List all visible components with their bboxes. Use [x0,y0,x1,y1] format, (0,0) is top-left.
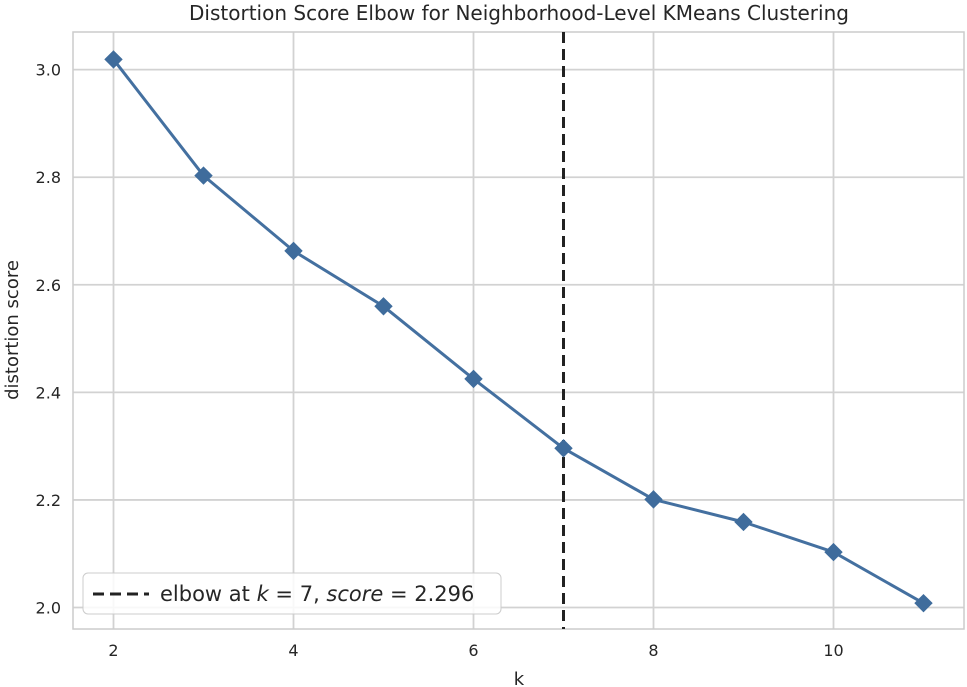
data-point-marker [644,490,663,509]
data-point-marker [464,369,483,389]
y-tick-label: 2.4 [36,383,61,402]
legend-label: elbow at k = 7, score = 2.296 [160,582,474,606]
y-tick-labels: 2.0 2.2 2.4 2.6 2.8 3.0 [36,61,61,618]
legend-prefix: elbow at [160,582,257,606]
x-tick-label: 4 [288,641,298,660]
chart-title: Distortion Score Elbow for Neighborhood-… [189,1,849,25]
y-tick-label: 3.0 [36,61,61,80]
x-axis-label: k [514,669,525,687]
y-axis-label: distortion score [2,260,23,400]
data-point-marker [104,50,123,69]
x-tick-label: 8 [648,641,658,660]
x-tick-labels: 2 4 6 8 10 [108,641,843,660]
legend-k-var: k [257,582,270,606]
series-line [112,58,925,605]
x-tick-label: 2 [108,641,118,660]
legend-score-var: score [326,582,383,606]
data-point-marker [734,512,753,532]
legend-sep: , [313,582,326,606]
legend-equals-2: = [383,582,414,606]
y-tick-label: 2.8 [36,168,61,187]
y-tick-label: 2.2 [36,491,61,510]
data-point-marker [554,439,573,458]
legend-k-value: 7 [300,582,313,606]
y-tick-label: 2.6 [36,276,61,295]
legend-equals-1: = [269,582,300,606]
data-point-marker [194,166,213,185]
data-point-marker [374,297,393,316]
data-point-marker [824,542,843,562]
legend-box [82,572,502,615]
x-tick-label: 10 [823,641,843,660]
legend: elbow at k = 7, score = 2.296 [82,572,502,615]
y-tick-label: 2.0 [36,598,61,617]
legend-score-value: 2.296 [414,582,474,606]
grid [73,32,964,629]
data-point-marker [914,593,933,613]
markers [104,50,933,613]
x-tick-label: 6 [468,641,478,660]
data-point-marker [284,241,303,261]
axes-frame [72,31,965,630]
